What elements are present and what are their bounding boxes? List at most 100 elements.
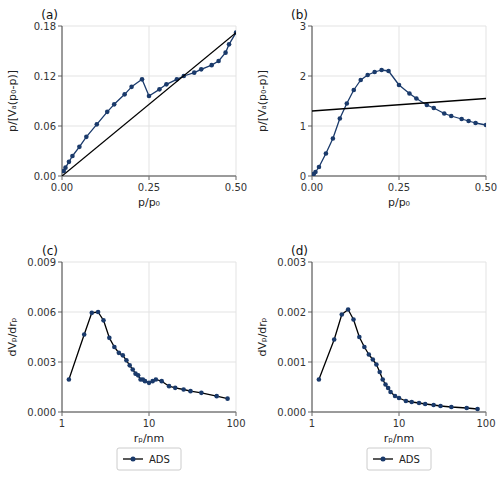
grid-line bbox=[236, 262, 237, 412]
tick-mark bbox=[58, 76, 62, 77]
data-point bbox=[96, 310, 101, 315]
grid-line bbox=[312, 362, 486, 363]
panel-label: (d) bbox=[291, 244, 308, 258]
data-point bbox=[136, 373, 141, 378]
tick-mark bbox=[58, 176, 62, 177]
tick-label: 0.50 bbox=[475, 182, 497, 193]
tick-label: 0.001 bbox=[277, 357, 306, 368]
grid-line bbox=[486, 26, 487, 176]
grid-line bbox=[312, 26, 313, 176]
tick-label: 0.00 bbox=[301, 182, 323, 193]
data-point bbox=[199, 391, 204, 396]
tick-label: 100 bbox=[226, 418, 245, 429]
y-axis-label: dVₚ/drₚ bbox=[256, 317, 269, 356]
data-point bbox=[393, 394, 398, 399]
legend: ADS bbox=[117, 448, 181, 470]
data-point bbox=[345, 101, 350, 106]
x-axis-line bbox=[62, 412, 236, 413]
data-point bbox=[167, 384, 172, 389]
data-point bbox=[105, 110, 110, 115]
data-point bbox=[223, 50, 228, 55]
data-point bbox=[432, 106, 437, 111]
data-point bbox=[112, 102, 117, 107]
tick-mark bbox=[308, 262, 312, 263]
tick-mark bbox=[236, 176, 237, 180]
data-point bbox=[188, 389, 193, 394]
tick-mark bbox=[58, 412, 62, 413]
legend-marker bbox=[381, 457, 386, 462]
data-point bbox=[338, 116, 343, 121]
data-point bbox=[351, 317, 356, 322]
tick-mark bbox=[308, 312, 312, 313]
panel: 0.000.250.500.000.060.120.18(a)p/p₀p/[Vₐ… bbox=[6, 8, 247, 209]
tick-label: 1 bbox=[309, 418, 315, 429]
data-point bbox=[438, 404, 443, 409]
y-axis-line bbox=[312, 262, 313, 412]
grid-line bbox=[399, 262, 400, 412]
tick-mark bbox=[149, 412, 150, 416]
tick-mark bbox=[308, 76, 312, 77]
grid-line bbox=[312, 262, 313, 412]
x-axis-label: p/p₀ bbox=[138, 196, 161, 209]
data-point bbox=[129, 85, 134, 90]
y-axis-line bbox=[62, 26, 63, 176]
tick-mark bbox=[308, 176, 312, 177]
panel: 1101000.0000.0010.0020.003(d)rₚ/nmdVₚ/dr… bbox=[256, 244, 496, 470]
data-point bbox=[473, 121, 478, 126]
data-point bbox=[475, 407, 480, 412]
grid-line bbox=[149, 26, 150, 176]
chart-figure: 0.000.250.500.000.060.120.18(a)p/p₀p/[Vₐ… bbox=[0, 0, 500, 484]
data-point bbox=[414, 96, 419, 101]
series-line bbox=[319, 310, 478, 410]
data-point bbox=[157, 87, 162, 92]
tick-label: 0.25 bbox=[138, 182, 160, 193]
x-axis-label: p/p₀ bbox=[388, 196, 411, 209]
data-point bbox=[404, 399, 409, 404]
data-point bbox=[127, 363, 132, 368]
grid-line bbox=[312, 126, 486, 127]
data-point bbox=[339, 312, 344, 317]
y-axis-label: p/[Vₐ(p₀-p)] bbox=[6, 70, 19, 132]
grid-line bbox=[62, 262, 236, 263]
data-point bbox=[332, 337, 337, 342]
data-point bbox=[214, 394, 219, 399]
grid-line bbox=[486, 262, 487, 412]
data-point bbox=[386, 386, 391, 391]
plot-area bbox=[62, 26, 236, 176]
data-point bbox=[449, 114, 454, 119]
plot-area bbox=[62, 262, 236, 412]
data-point bbox=[225, 396, 230, 401]
data-point bbox=[122, 92, 127, 97]
grid-line bbox=[62, 312, 236, 313]
grid-line bbox=[312, 26, 486, 27]
tick-mark bbox=[308, 26, 312, 27]
data-point bbox=[192, 70, 197, 75]
grid-line bbox=[62, 76, 236, 77]
grid-line bbox=[149, 262, 150, 412]
tick-label: 0.000 bbox=[277, 407, 306, 418]
data-point bbox=[362, 345, 367, 350]
data-point bbox=[346, 307, 351, 312]
grid-line bbox=[62, 362, 236, 363]
tick-mark bbox=[58, 262, 62, 263]
tick-label: 0 bbox=[300, 171, 306, 182]
data-point bbox=[173, 386, 178, 391]
data-point bbox=[67, 160, 72, 165]
x-axis-line bbox=[312, 412, 486, 413]
tick-mark bbox=[399, 412, 400, 416]
tick-label: 0.25 bbox=[388, 182, 410, 193]
data-point bbox=[374, 362, 379, 367]
tick-mark bbox=[312, 412, 313, 416]
data-point bbox=[407, 91, 412, 96]
legend-label: ADS bbox=[399, 454, 420, 465]
panel-label: (b) bbox=[291, 8, 308, 22]
tick-mark bbox=[58, 362, 62, 363]
data-point bbox=[84, 135, 89, 140]
panel: 1101000.0000.0030.0060.009(c)rₚ/nmdVₚ/dr… bbox=[6, 244, 246, 470]
marks bbox=[62, 30, 236, 176]
y-axis-label: dVₚ/drₚ bbox=[6, 317, 19, 356]
panel-label: (c) bbox=[42, 244, 58, 258]
data-point bbox=[313, 170, 318, 175]
tick-mark bbox=[308, 412, 312, 413]
legend: ADS bbox=[367, 448, 431, 470]
